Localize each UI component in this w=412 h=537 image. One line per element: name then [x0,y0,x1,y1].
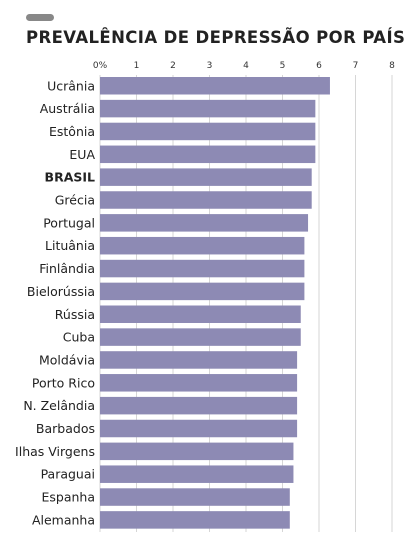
chart-title: PREVALÊNCIA DE DEPRESSÃO POR PAÍS [26,28,406,47]
bar [100,236,305,255]
bar [100,99,316,118]
x-tick-label: 5 [280,61,286,71]
category-label: BRASIL [45,170,95,185]
bars [100,77,330,529]
bar [100,214,309,232]
category-labels: Ucrânia Austrália Estônia EUA BRASIL Grécia Po… [15,78,95,527]
bar [100,488,290,506]
x-axis-ticks: 0% 1 2 3 4 5 6 7 8 [93,61,395,71]
bar [100,145,316,164]
header-pill-decoration [26,14,54,21]
bar [100,419,298,438]
category-label: Cuba [63,330,95,345]
bar [100,442,294,461]
x-tick-label: 2 [170,61,176,71]
category-label: EUA [69,147,95,162]
bar [100,259,305,278]
category-label: Bielorússia [27,284,95,299]
category-label: N. Zelândia [23,398,95,413]
x-tick-label: 7 [353,61,359,71]
x-tick-label: 1 [134,61,140,71]
category-label: Finlândia [39,261,95,276]
bar [100,374,298,392]
bar [100,282,305,301]
bar [100,511,290,529]
category-label: Espanha [41,490,95,505]
bar [100,351,298,369]
x-tick-label: 4 [243,61,249,71]
gridlines [99,75,393,532]
x-tick-label: 6 [316,61,322,71]
bar [100,465,294,483]
category-label: Portugal [43,215,95,230]
category-label: Lituânia [45,238,95,253]
bar [100,77,330,95]
x-tick-label: 3 [207,61,213,71]
category-label: Alemanha [32,512,95,527]
x-tick-label: 8 [389,61,395,71]
category-label: Grécia [55,193,95,208]
category-label: Ucrânia [47,78,95,93]
category-label: Porto Rico [32,375,95,390]
category-label: Rússia [55,307,95,322]
category-label: Ilhas Virgens [15,444,95,459]
category-label: Paraguai [41,467,95,482]
category-label: Barbados [36,421,95,436]
bar [100,396,298,415]
bar [100,328,301,346]
x-tick-label: 0% [93,61,108,71]
bar [100,168,312,186]
bar [100,191,312,209]
category-label: Moldávia [39,352,95,367]
bar [100,122,316,141]
category-label: Austrália [40,101,95,116]
category-label: Estônia [49,124,95,139]
bar [100,305,301,323]
